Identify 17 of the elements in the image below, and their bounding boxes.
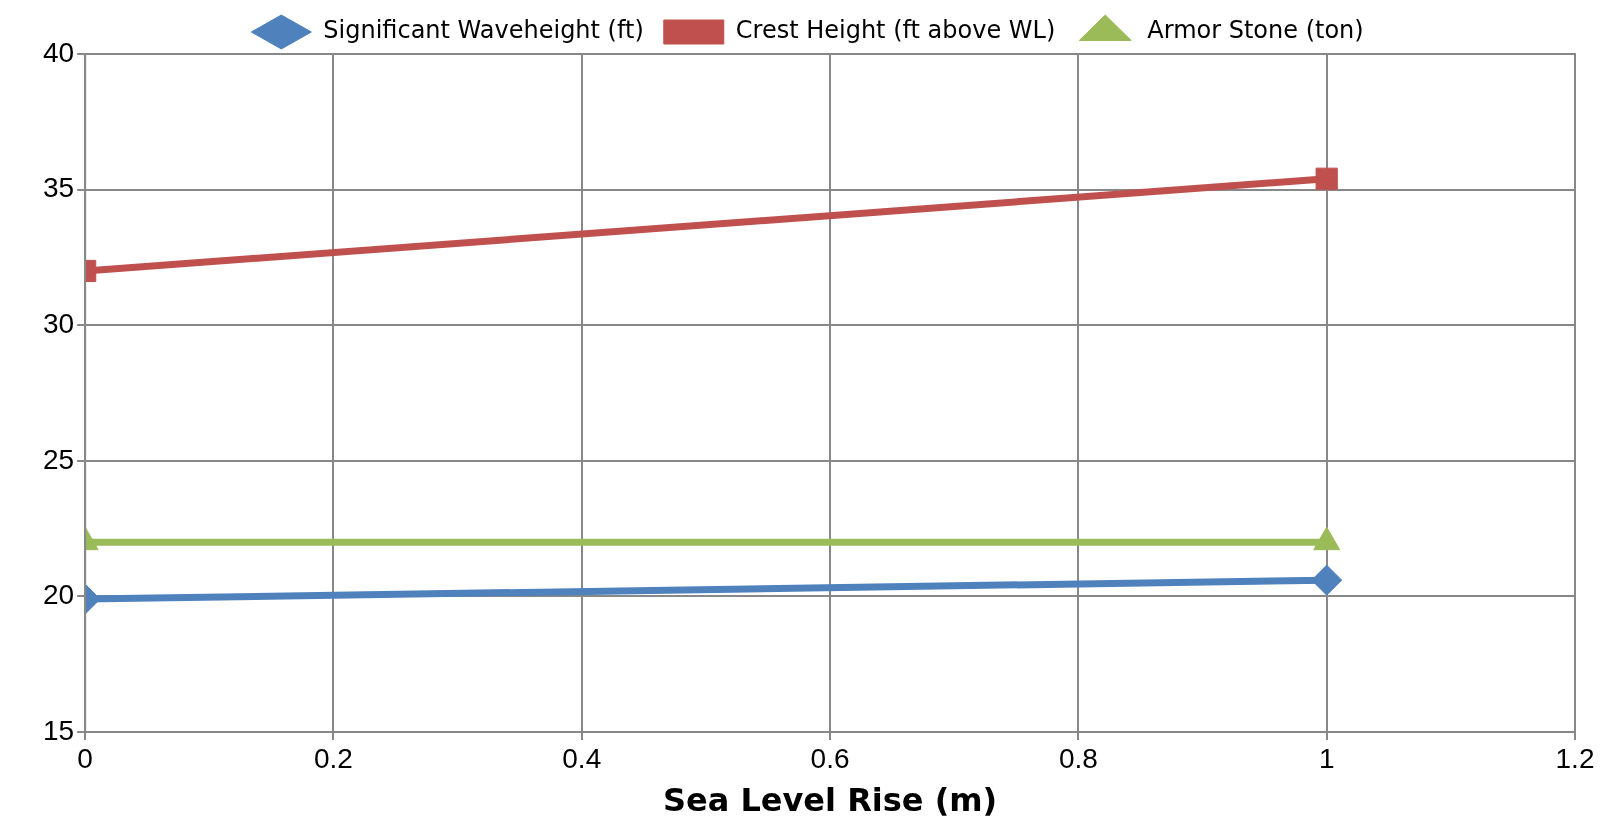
x-tick-label: 0.6 bbox=[810, 742, 850, 774]
y-tick-label: 20 bbox=[42, 579, 75, 611]
legend-label: Significant Waveheight (ft) bbox=[323, 16, 644, 45]
x-axis-title: Sea Level Rise (m) bbox=[662, 781, 998, 820]
y-tick-label: 40 bbox=[42, 36, 75, 68]
x-tick-label: 1.2 bbox=[1555, 742, 1595, 774]
x-tick-label: 0.8 bbox=[1058, 742, 1098, 774]
x-tick-label: 0.2 bbox=[313, 742, 353, 774]
x-tick-label: 0 bbox=[77, 742, 93, 774]
y-tick-label: 30 bbox=[42, 307, 75, 339]
legend-label: Crest Height (ft above WL) bbox=[735, 16, 1056, 45]
y-tick-label: 25 bbox=[42, 443, 75, 475]
x-tick-label: 0.4 bbox=[562, 742, 602, 774]
y-tick-label: 15 bbox=[42, 714, 75, 746]
y-tick-label: 35 bbox=[42, 172, 75, 204]
x-tick-label: 1 bbox=[1318, 742, 1335, 774]
legend-label: Armor Stone (ton) bbox=[1147, 16, 1364, 45]
